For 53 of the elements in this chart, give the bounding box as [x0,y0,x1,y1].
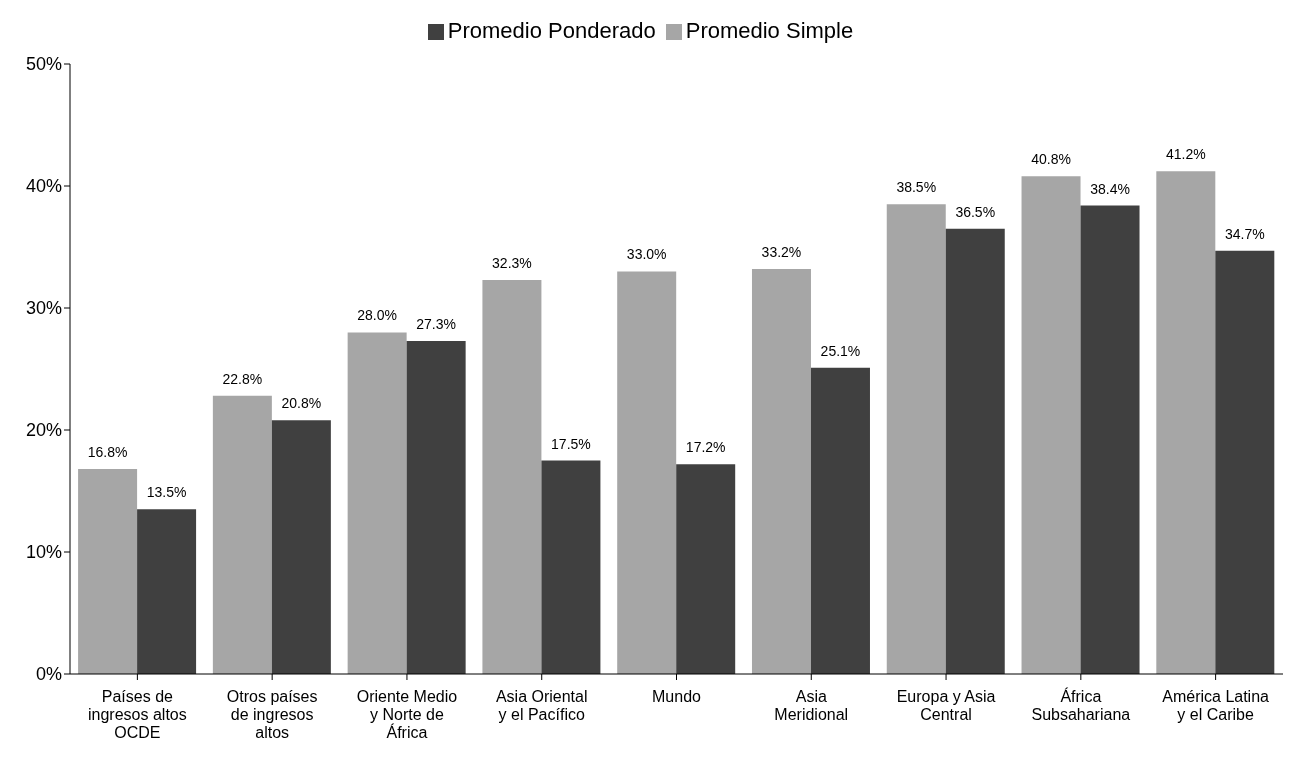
y-tick-label: 50% [25,54,62,75]
data-label: 33.2% [761,243,802,260]
y-tick-label: 20% [25,420,62,441]
bar [1156,171,1216,674]
data-label: 13.5% [146,484,187,501]
x-tick-label: Asia Oriental y el Pacífico [495,688,588,723]
bar [886,204,946,674]
bar [78,469,138,674]
legend-label: Promedio Simple [685,18,854,43]
bar [1021,176,1081,674]
bar [751,268,811,674]
data-label: 34.7% [1224,225,1265,242]
bar [482,279,542,674]
y-tick-label: 0% [35,664,62,685]
x-tick-label: Oriente Medio y Norte de África [356,688,458,741]
data-label: 38.4% [1090,180,1130,197]
x-tick-label: Asia Meridional [774,688,849,723]
x-tick-label: Europa y Asia Central [896,688,996,723]
y-tick-label: 40% [25,176,62,197]
data-label: 27.3% [416,315,456,332]
bar [617,271,677,674]
y-tick-label: 10% [25,542,62,563]
data-label: 41.2% [1165,146,1206,163]
bar [1080,205,1140,674]
bar [1215,250,1275,674]
data-label: 17.2% [685,439,726,456]
data-label: 16.8% [87,444,128,461]
y-tick-label: 30% [25,298,62,319]
bar [271,420,331,674]
data-label: 20.8% [281,395,322,412]
data-label: 17.5% [551,435,591,452]
bar [347,332,407,674]
bar [406,340,466,674]
data-label: 28.0% [357,307,397,324]
bar [945,228,1005,674]
data-label: 33.0% [626,246,667,263]
bar [541,460,601,674]
x-tick-label: Países de ingresos altos OCDE [88,688,187,741]
data-label: 22.8% [222,370,263,387]
bar [137,509,197,674]
data-label: 36.5% [955,203,996,220]
bar [810,367,870,674]
data-label: 32.3% [492,254,532,271]
x-tick-label: América Latina y el Caribe [1162,688,1270,723]
data-label: 40.8% [1031,151,1071,168]
x-tick-label: Otros países de ingresos altos [226,688,318,741]
bar [676,464,736,674]
legend-label: Promedio Ponderado [447,18,656,43]
bar [212,395,272,674]
x-tick-label: África Subsahariana [1031,687,1131,723]
x-tick-label: Mundo [652,688,702,706]
data-label: 38.5% [896,179,937,196]
data-label: 25.1% [820,342,861,359]
